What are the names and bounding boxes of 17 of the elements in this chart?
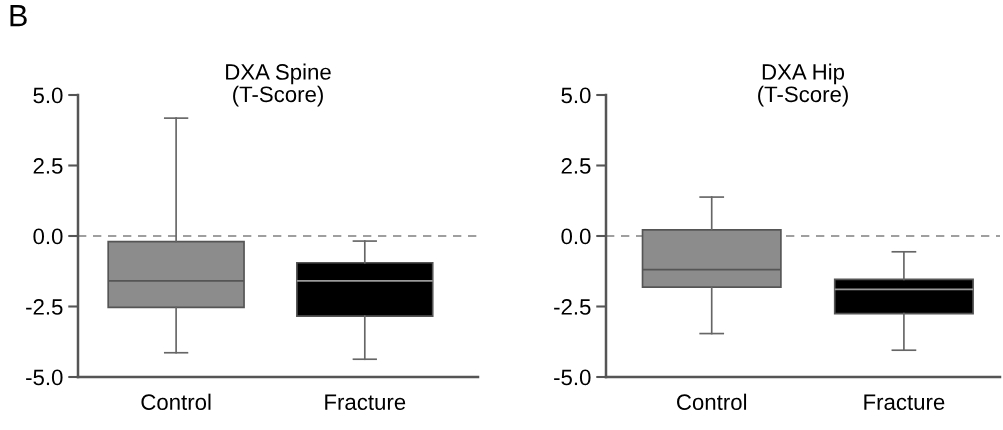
y-tick-label: -5.0 [554,369,591,386]
x-tick-label: Control [677,393,747,410]
y-tick-label: 0.0 [33,228,63,245]
text: B [10,5,27,27]
y-tick-label: 2.5 [561,158,591,174]
y-tick-label: 0.0 [561,228,591,245]
chart-title: DXA Spine (T-Score) [226,63,331,107]
x-tick-label: Control [141,393,211,410]
x-tick-label: Fracture [325,394,406,410]
y-tick-label: 5.0 [33,87,63,104]
y-tick-label: 5.0 [561,87,591,104]
y-tick-label: 2.5 [33,158,63,174]
y-tick-label: -5.0 [26,369,63,386]
y-tick-label: -2.5 [26,299,63,315]
y-tick-label: -2.5 [554,299,591,315]
x-tick-label: Fracture [864,394,945,410]
chart-title: DXA Hip (T-Score) [758,63,848,107]
